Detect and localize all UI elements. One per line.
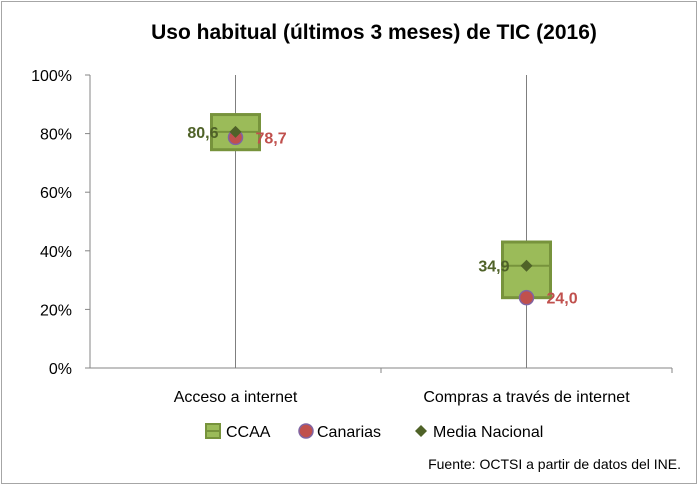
y-tick-label: 100% [31, 68, 72, 85]
chart-marks: 80,6 34,9 78,7 24,0 [187, 113, 578, 308]
media-nacional-data-label: 34,9 [478, 259, 509, 276]
y-tick-label: 60% [40, 185, 72, 202]
legend-ccaa-label: CCAA [226, 424, 271, 441]
chart-title: Uso habitual (últimos 3 meses) de TIC (2… [151, 21, 597, 44]
media-nacional-point [520, 259, 533, 272]
legend-item-media-nacional: Media Nacional [415, 424, 543, 441]
x-axis-categories: Acceso a internet Compras a través de int… [174, 75, 673, 406]
plot-area [89, 75, 672, 369]
y-tick-label: 20% [40, 302, 72, 319]
y-axis-ticks: 0% 20% 40% 60% 80% 100% [31, 68, 90, 378]
canarias-point [518, 289, 535, 306]
y-tick-label: 80% [40, 127, 72, 144]
canarias-data-label: 78,7 [256, 130, 287, 147]
legend-item-canarias: Canarias [298, 423, 381, 441]
legend-item-ccaa: CCAA [205, 423, 271, 441]
media-nacional-point [229, 125, 242, 138]
media-nacional-data-label: 80,6 [187, 125, 218, 142]
x-category-label: Acceso a internet [174, 389, 298, 406]
y-tick-label: 0% [49, 361, 72, 378]
legend-canarias-swatch [298, 423, 314, 439]
source-note: Fuente: OCTSI a partir de datos del INE. [428, 456, 681, 472]
x-category-label: Compras a través de internet [423, 389, 630, 406]
canarias-data-label: 24,0 [547, 291, 578, 308]
legend-media-label: Media Nacional [433, 424, 543, 441]
legend: CCAA Canarias Media Nacional [205, 423, 543, 441]
legend-canarias-label: Canarias [317, 424, 381, 441]
legend-media-swatch [415, 425, 427, 437]
y-tick-label: 40% [40, 244, 72, 261]
